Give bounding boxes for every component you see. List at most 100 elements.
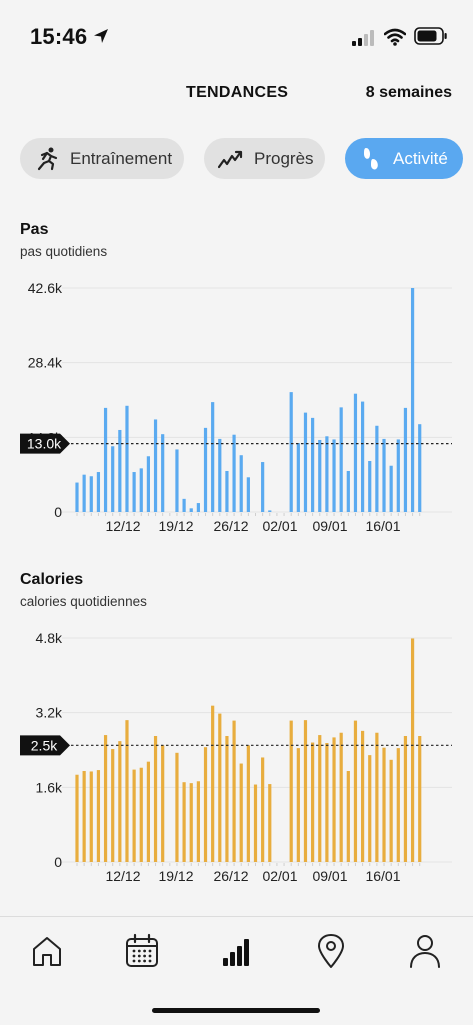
bar (303, 720, 308, 862)
nav-profile[interactable] (405, 931, 445, 971)
wifi-icon (384, 28, 406, 46)
bar (218, 713, 222, 862)
bar (396, 748, 400, 862)
nav-map[interactable] (311, 931, 351, 971)
bar (103, 407, 108, 512)
average-badge (20, 433, 70, 454)
bar (103, 735, 108, 862)
bar (146, 761, 150, 862)
bar (225, 736, 229, 862)
trend-icon (218, 148, 244, 170)
nav-trends[interactable] (216, 931, 256, 971)
profile-icon (410, 935, 440, 968)
status-time: 15:46 (30, 24, 88, 49)
bar (296, 443, 300, 512)
y-tick-label: 3.2k (36, 705, 63, 721)
tab-activity[interactable]: Activité (345, 138, 463, 179)
page-header: TENDANCES 8 semaines (0, 80, 473, 110)
bar (182, 782, 186, 862)
bar (268, 784, 272, 862)
bar (175, 449, 179, 512)
bar (218, 438, 222, 512)
home-indicator (152, 1008, 320, 1013)
bar (353, 393, 358, 512)
bar (325, 743, 329, 862)
bar (375, 425, 379, 512)
bar (132, 769, 136, 862)
bar (318, 735, 322, 862)
bar (396, 439, 400, 512)
battery-icon (414, 27, 447, 45)
bar (89, 771, 93, 862)
nav-home[interactable] (27, 931, 67, 971)
y-tick-label: 0 (54, 854, 62, 870)
bar (382, 747, 386, 862)
status-bar: 15:46 (0, 0, 473, 70)
tab-training-label: Entraînement (70, 148, 173, 168)
tab-training[interactable]: Entraînement (20, 138, 184, 179)
bar (75, 774, 79, 862)
bottom-nav (0, 916, 473, 1025)
average-label: 13.0k (27, 436, 62, 452)
x-tick-label: 16/01 (365, 518, 400, 534)
bar (311, 742, 315, 862)
bar (382, 438, 386, 512)
steps-subtitle: pas quotidiens (20, 244, 108, 259)
x-tick-label: 26/12 (213, 868, 248, 884)
bar (118, 741, 122, 862)
bar (125, 720, 129, 862)
cellular-signal-icon (352, 30, 374, 46)
bar (153, 419, 158, 512)
bar (225, 470, 229, 512)
bar (239, 455, 243, 512)
footsteps-icon (359, 146, 383, 172)
tab-progress-label: Progrès (254, 148, 314, 168)
category-tabs: Entraînement Progrès Activité (0, 138, 473, 180)
bar (418, 736, 422, 862)
bar (82, 771, 86, 862)
bar (346, 470, 350, 512)
bar (403, 736, 408, 862)
bar (246, 745, 250, 862)
bar (139, 468, 143, 512)
x-tick-label: 16/01 (365, 868, 400, 884)
x-tick-label: 09/01 (312, 868, 347, 884)
bar (410, 288, 415, 512)
x-tick-label: 26/12 (213, 518, 248, 534)
location-pin-icon (318, 934, 344, 968)
steps-chart: 014.2k28.4k42.6k12/1219/1226/1202/0109/0… (20, 280, 452, 534)
nav-calendar[interactable] (122, 931, 162, 971)
bar (111, 749, 115, 862)
running-icon (34, 146, 60, 172)
y-tick-label: 4.8k (36, 630, 63, 646)
y-tick-label: 0 (54, 504, 62, 520)
tab-progress[interactable]: Progrès (204, 138, 325, 179)
x-tick-label: 02/01 (262, 518, 297, 534)
page-title: TENDANCES (186, 84, 289, 101)
y-tick-label: 1.6k (36, 779, 63, 795)
bar (89, 476, 93, 512)
bar (232, 434, 236, 512)
bar (368, 460, 372, 512)
bar (418, 424, 422, 512)
bar (153, 736, 158, 862)
bar (203, 747, 208, 862)
x-tick-label: 12/12 (105, 518, 140, 534)
calendar-icon (126, 933, 158, 967)
x-tick-label: 02/01 (262, 868, 297, 884)
bar (196, 781, 200, 862)
bar (132, 472, 136, 512)
home-icon (33, 937, 61, 966)
bar (161, 745, 165, 862)
bar (146, 456, 150, 512)
bar (211, 705, 215, 862)
period-selector[interactable]: 8 semaines (365, 84, 452, 101)
bar (232, 720, 236, 862)
calories-subtitle: calories quotidiennes (20, 594, 147, 609)
bar (332, 439, 336, 512)
bar (96, 770, 101, 862)
bar (361, 401, 365, 512)
bar (325, 436, 329, 512)
steps-title: Pas (20, 221, 49, 238)
bar (211, 402, 215, 512)
